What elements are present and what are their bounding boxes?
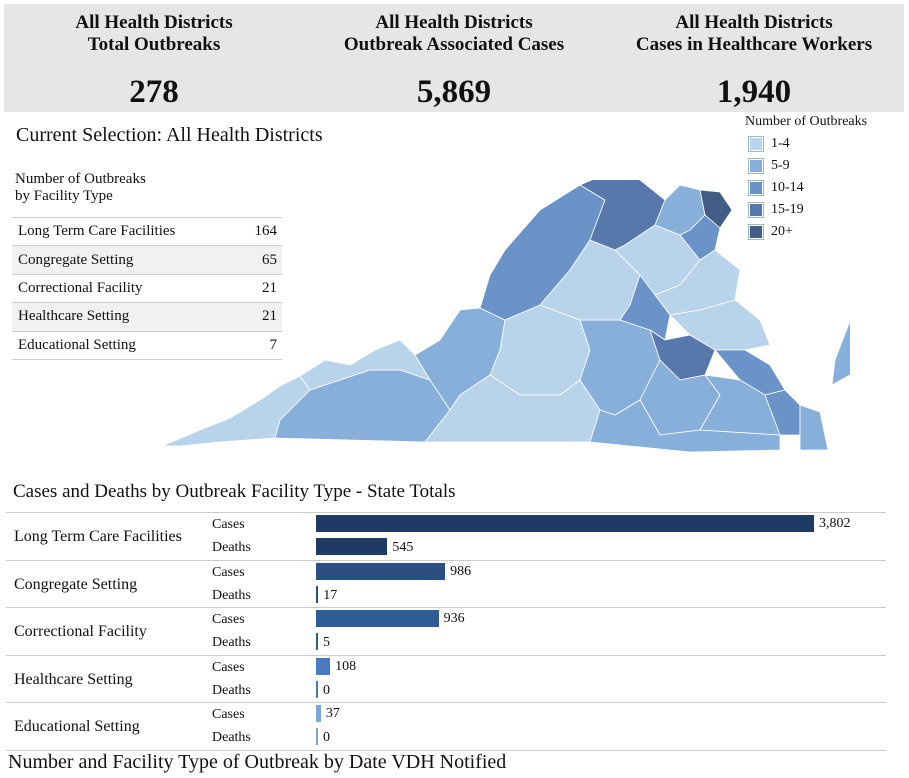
legend-swatch bbox=[748, 202, 764, 218]
facility-count: 7 bbox=[269, 336, 278, 353]
bar-chart-title: Cases and Deaths by Outbreak Facility Ty… bbox=[13, 481, 456, 502]
facility-label: Congregate Setting bbox=[18, 251, 134, 268]
legend-label: 15-19 bbox=[771, 202, 804, 217]
facility-row[interactable]: Long Term Care Facilities 164 bbox=[12, 218, 282, 247]
category-label: Congregate Setting bbox=[14, 575, 138, 593]
kpi-title-line2: Outbreak Associated Cases bbox=[343, 34, 565, 55]
cases-bar[interactable] bbox=[316, 705, 321, 722]
facility-type-table: Long Term Care Facilities 164 Congregate … bbox=[12, 217, 282, 360]
cases-value-label: 986 bbox=[450, 563, 472, 579]
facility-table-title: Number of Outbreaks by Facility Type bbox=[15, 171, 146, 205]
facility-row[interactable]: Correctional Facility 21 bbox=[12, 275, 282, 304]
deaths-value-label: 17 bbox=[323, 587, 338, 603]
deaths-bar[interactable] bbox=[316, 680, 318, 698]
bar-group: Long Term Care Facilities Cases Deaths 3… bbox=[6, 512, 886, 561]
kpi-outbreak-cases: All Health Districts Outbreak Associated… bbox=[314, 12, 594, 111]
series-label-cases: Cases bbox=[212, 517, 245, 532]
deaths-value-label: 545 bbox=[392, 540, 414, 555]
facility-label: Educational Setting bbox=[18, 336, 136, 353]
district-virginia-beach[interactable] bbox=[799, 404, 829, 451]
series-label-deaths: Deaths bbox=[212, 587, 251, 603]
facility-table-title-line2: by Facility Type bbox=[15, 188, 113, 204]
category-label: Long Term Care Facilities bbox=[14, 528, 182, 545]
cases-value-label: 936 bbox=[443, 611, 465, 626]
category-label: Educational Setting bbox=[14, 718, 140, 735]
deaths-value-label: 0 bbox=[323, 730, 330, 745]
cases-value-label: 37 bbox=[325, 706, 340, 721]
cases-deaths-bar-chart: Long Term Care Facilities Cases Deaths 3… bbox=[6, 512, 886, 751]
legend-swatch bbox=[748, 136, 764, 152]
facility-label: Healthcare Setting bbox=[18, 308, 130, 325]
category-label: Correctional Facility bbox=[14, 623, 147, 640]
timeline-chart-title: Number and Facility Type of Outbreak by … bbox=[8, 751, 507, 773]
facility-label: Correctional Facility bbox=[18, 279, 143, 296]
cases-bar[interactable] bbox=[316, 515, 814, 532]
facility-count: 65 bbox=[262, 251, 277, 268]
kpi-title-line2: Total Outbreaks bbox=[87, 34, 221, 55]
cases-bar[interactable] bbox=[316, 562, 446, 580]
legend-label: 20+ bbox=[771, 224, 793, 239]
kpi-banner: All Health Districts Total Outbreaks 278… bbox=[4, 4, 904, 112]
series-label-cases: Cases bbox=[212, 612, 245, 627]
legend-label: 10-14 bbox=[771, 180, 804, 195]
deaths-bar[interactable] bbox=[316, 728, 318, 745]
kpi-value: 1,940 bbox=[716, 74, 792, 110]
kpi-total-outbreaks: All Health Districts Total Outbreaks 278 bbox=[14, 12, 294, 111]
deaths-bar[interactable] bbox=[316, 538, 388, 555]
legend-item[interactable]: 1-4 bbox=[748, 133, 867, 155]
deaths-value-label: 5 bbox=[323, 635, 330, 650]
kpi-title-line1: All Health Districts bbox=[675, 12, 833, 33]
facility-count: 21 bbox=[262, 308, 277, 325]
bar-group: Congregate Setting Cases Deaths 986 17 bbox=[6, 561, 886, 608]
facility-count: 21 bbox=[262, 279, 277, 296]
kpi-healthcare-worker-cases: All Health Districts Cases in Healthcare… bbox=[604, 12, 904, 111]
bar-group: Educational Setting Cases Deaths 37 0 bbox=[6, 703, 886, 751]
cases-bar[interactable] bbox=[316, 610, 439, 627]
facility-count: 164 bbox=[254, 223, 278, 240]
kpi-value: 5,869 bbox=[416, 74, 492, 110]
cases-value-label: 108 bbox=[335, 658, 357, 674]
legend-title: Number of Outbreaks bbox=[745, 114, 868, 129]
legend-item[interactable]: 15-19 bbox=[748, 199, 867, 221]
facility-table-title-line1: Number of Outbreaks bbox=[15, 171, 146, 187]
district-southside-east[interactable] bbox=[589, 399, 781, 453]
legend-item[interactable]: 5-9 bbox=[748, 155, 867, 177]
facility-row[interactable]: Educational Setting 7 bbox=[12, 332, 282, 360]
virginia-health-district-map[interactable] bbox=[160, 180, 850, 460]
series-label-deaths: Deaths bbox=[212, 730, 251, 745]
deaths-bar[interactable] bbox=[316, 585, 319, 603]
category-label: Healthcare Setting bbox=[14, 670, 133, 688]
bar-group: Healthcare Setting Cases Deaths 108 0 bbox=[6, 656, 886, 703]
district-fairfax[interactable] bbox=[699, 189, 733, 229]
cases-value-label: 3,802 bbox=[819, 516, 851, 531]
map-legend: Number of Outbreaks 1-4 5-9 10-14 15-19 … bbox=[745, 114, 867, 243]
current-selection-title: Current Selection: All Health Districts bbox=[16, 124, 323, 146]
legend-item[interactable]: 10-14 bbox=[748, 177, 867, 199]
facility-label: Long Term Care Facilities bbox=[18, 223, 176, 240]
deaths-bar[interactable] bbox=[316, 633, 318, 650]
kpi-value: 278 bbox=[129, 74, 179, 110]
legend-label: 1-4 bbox=[771, 136, 790, 151]
legend-item[interactable]: 20+ bbox=[748, 221, 867, 243]
series-label-deaths: Deaths bbox=[212, 682, 251, 698]
facility-row[interactable]: Congregate Setting 65 bbox=[12, 246, 282, 275]
series-label-cases: Cases bbox=[212, 707, 245, 722]
series-label-deaths: Deaths bbox=[212, 635, 251, 650]
series-label-cases: Cases bbox=[212, 659, 245, 675]
kpi-title-line1: All Health Districts bbox=[375, 12, 533, 33]
facility-row[interactable]: Healthcare Setting 21 bbox=[12, 303, 282, 332]
district-eastern-shore[interactable] bbox=[831, 295, 850, 386]
legend-label: 5-9 bbox=[771, 158, 790, 173]
kpi-title-line1: All Health Districts bbox=[75, 12, 233, 33]
series-label-deaths: Deaths bbox=[212, 540, 251, 555]
district-chickahominy[interactable] bbox=[619, 274, 671, 341]
cases-bar[interactable] bbox=[316, 657, 331, 675]
legend-swatch bbox=[748, 180, 764, 196]
deaths-value-label: 0 bbox=[323, 682, 330, 698]
legend-swatch bbox=[748, 224, 764, 240]
bar-group: Correctional Facility Cases Deaths 936 5 bbox=[6, 608, 886, 656]
kpi-title-line2: Cases in Healthcare Workers bbox=[635, 34, 873, 55]
legend-swatch bbox=[748, 158, 764, 174]
series-label-cases: Cases bbox=[212, 564, 245, 580]
